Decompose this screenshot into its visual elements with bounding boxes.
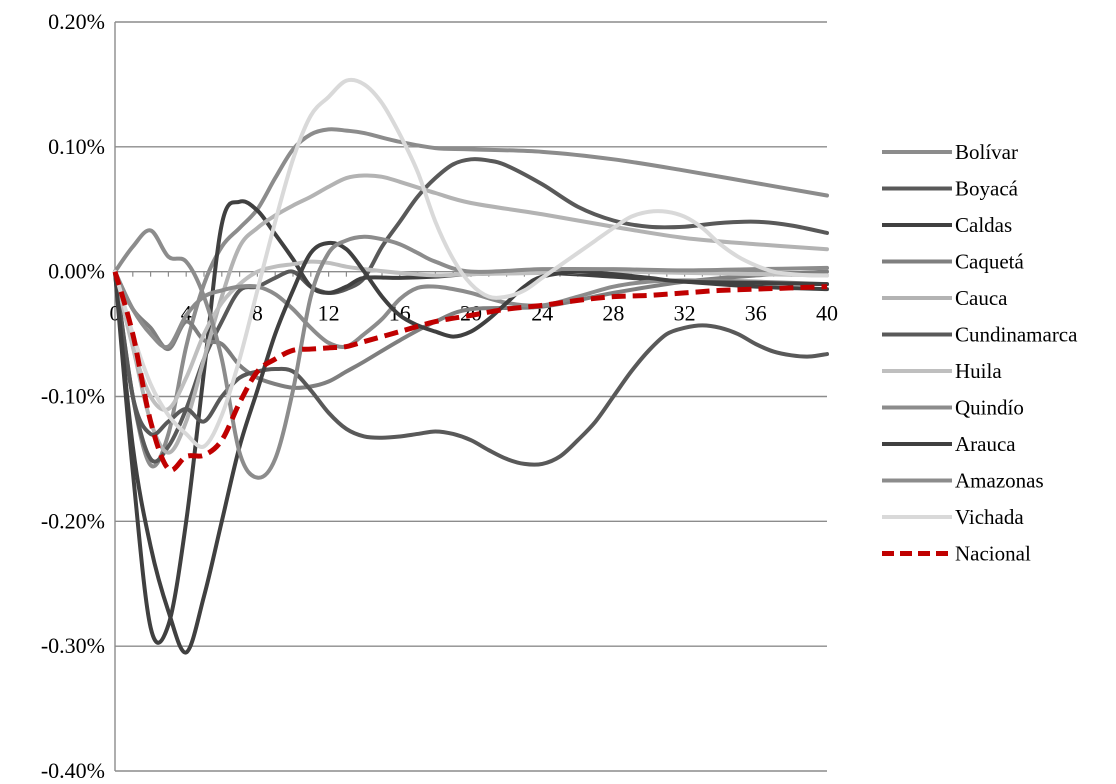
y-tick-label: -0.20%: [41, 508, 105, 533]
x-tick-label: 8: [252, 301, 263, 326]
y-tick-label: 0.20%: [48, 9, 105, 34]
legend-label-caqueta: Caquetá: [955, 250, 1024, 274]
legend: Bolívar Boyacá Caldas Caquetá Cauca Cundinama…: [882, 140, 1078, 566]
x-tick-label: 0: [110, 301, 121, 326]
series-line-cauca: [113, 173, 829, 455]
legend-label-arauca: Arauca: [955, 432, 1016, 456]
y-tick-label: 0.00%: [48, 259, 105, 284]
y-tick-label: -0.40%: [41, 758, 105, 783]
legend-label-bolivar: Bolívar: [955, 140, 1018, 164]
legend-label-amazonas: Amazonas: [955, 469, 1044, 493]
series-line-nacional: [112, 270, 828, 473]
legend-label-huila: Huila: [955, 359, 1002, 383]
series-line-quindio: [113, 269, 829, 350]
legend-label-quindio: Quindío: [955, 396, 1024, 420]
x-tick-label: 40: [816, 301, 838, 326]
x-tick-label: 12: [318, 301, 340, 326]
legend-label-cundinamarca: Cundinamarca: [955, 323, 1078, 347]
x-tick-label: 28: [602, 301, 624, 326]
y-tick-label: -0.10%: [41, 384, 105, 409]
x-tick-label: 36: [745, 301, 767, 326]
legend-label-caldas: Caldas: [955, 213, 1012, 237]
series-lines: [112, 77, 829, 655]
legend-label-vichada: Vichada: [955, 505, 1024, 529]
legend-label-nacional: Nacional: [955, 542, 1031, 566]
series-line-arauca: [113, 240, 829, 655]
series-line-caldas: [113, 199, 829, 645]
series-line-bolivar: [113, 127, 829, 469]
series-line-vichada: [113, 77, 829, 449]
legend-label-cauca: Cauca: [955, 286, 1008, 310]
legend-label-boyaca: Boyacá: [955, 177, 1019, 201]
gridlines: [115, 21, 827, 772]
y-tick-label: 0.10%: [48, 134, 105, 159]
x-tick-label: 32: [674, 301, 696, 326]
y-axis: -0.40% -0.30% -0.20% -0.10% 0.00% 0.10% 0.20%: [41, 9, 116, 783]
y-tick-label: -0.30%: [41, 633, 105, 658]
